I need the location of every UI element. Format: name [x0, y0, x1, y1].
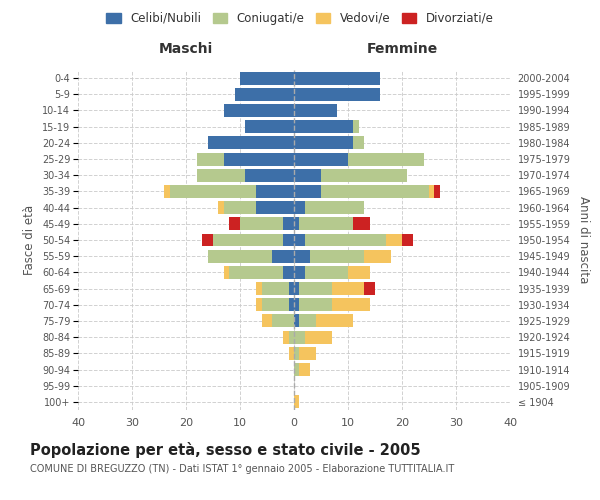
Text: Maschi: Maschi	[159, 42, 213, 56]
Bar	[353, 120, 359, 133]
Bar	[305, 266, 348, 279]
Bar	[294, 169, 321, 181]
Bar	[294, 218, 299, 230]
Bar	[299, 314, 316, 328]
Bar	[294, 298, 299, 311]
Bar	[294, 396, 299, 408]
Bar	[353, 136, 364, 149]
Bar	[294, 282, 299, 295]
Bar	[208, 250, 272, 262]
Bar	[283, 234, 294, 246]
Bar	[294, 363, 299, 376]
Bar	[229, 218, 240, 230]
Text: Popolazione per età, sesso e stato civile - 2005: Popolazione per età, sesso e stato civil…	[30, 442, 421, 458]
Bar	[245, 169, 294, 181]
Bar	[224, 152, 294, 166]
Bar	[289, 282, 294, 295]
Bar	[294, 72, 380, 85]
Bar	[229, 266, 283, 279]
Bar	[294, 250, 310, 262]
Bar	[316, 314, 353, 328]
Bar	[197, 169, 245, 181]
Bar	[299, 282, 332, 295]
Bar	[310, 250, 364, 262]
Text: COMUNE DI BREGUZZO (TN) - Dati ISTAT 1° gennaio 2005 - Elaborazione TUTTITALIA.I: COMUNE DI BREGUZZO (TN) - Dati ISTAT 1° …	[30, 464, 454, 474]
Bar	[299, 298, 332, 311]
Bar	[213, 234, 283, 246]
Bar	[294, 330, 305, 344]
Y-axis label: Fasce di età: Fasce di età	[23, 205, 37, 275]
Bar	[321, 169, 407, 181]
Bar	[305, 330, 332, 344]
Bar	[224, 266, 229, 279]
Bar	[240, 218, 283, 230]
Bar	[170, 185, 256, 198]
Bar	[272, 314, 294, 328]
Bar	[294, 136, 353, 149]
Bar	[202, 234, 213, 246]
Bar	[294, 88, 380, 101]
Bar	[364, 250, 391, 262]
Bar	[434, 185, 440, 198]
Bar	[305, 201, 364, 214]
Bar	[321, 185, 429, 198]
Bar	[208, 136, 294, 149]
Bar	[224, 201, 256, 214]
Bar	[235, 88, 294, 101]
Bar	[348, 152, 424, 166]
Bar	[294, 234, 305, 246]
Bar	[289, 298, 294, 311]
Bar	[289, 347, 294, 360]
Text: Femmine: Femmine	[367, 42, 437, 56]
Bar	[294, 152, 348, 166]
Bar	[256, 185, 294, 198]
Bar	[299, 347, 316, 360]
Bar	[429, 185, 434, 198]
Bar	[272, 250, 294, 262]
Bar	[262, 314, 272, 328]
Bar	[353, 218, 370, 230]
Bar	[197, 152, 224, 166]
Bar	[348, 266, 370, 279]
Bar	[262, 298, 289, 311]
Bar	[332, 298, 370, 311]
Bar	[283, 330, 289, 344]
Bar	[305, 234, 386, 246]
Bar	[294, 314, 299, 328]
Bar	[289, 330, 294, 344]
Bar	[262, 282, 289, 295]
Bar	[294, 104, 337, 117]
Bar	[283, 266, 294, 279]
Bar	[240, 72, 294, 85]
Bar	[218, 201, 224, 214]
Bar	[283, 218, 294, 230]
Bar	[294, 185, 321, 198]
Bar	[245, 120, 294, 133]
Bar	[256, 282, 262, 295]
Bar	[386, 234, 402, 246]
Bar	[256, 298, 262, 311]
Bar	[294, 266, 305, 279]
Bar	[294, 120, 353, 133]
Bar	[294, 347, 299, 360]
Bar	[224, 104, 294, 117]
Bar	[299, 363, 310, 376]
Bar	[299, 218, 353, 230]
Bar	[294, 201, 305, 214]
Legend: Celibi/Nubili, Coniugati/e, Vedovi/e, Divorziati/e: Celibi/Nubili, Coniugati/e, Vedovi/e, Di…	[103, 8, 497, 28]
Y-axis label: Anni di nascita: Anni di nascita	[577, 196, 590, 284]
Bar	[164, 185, 170, 198]
Bar	[402, 234, 413, 246]
Bar	[256, 201, 294, 214]
Bar	[332, 282, 364, 295]
Bar	[364, 282, 375, 295]
